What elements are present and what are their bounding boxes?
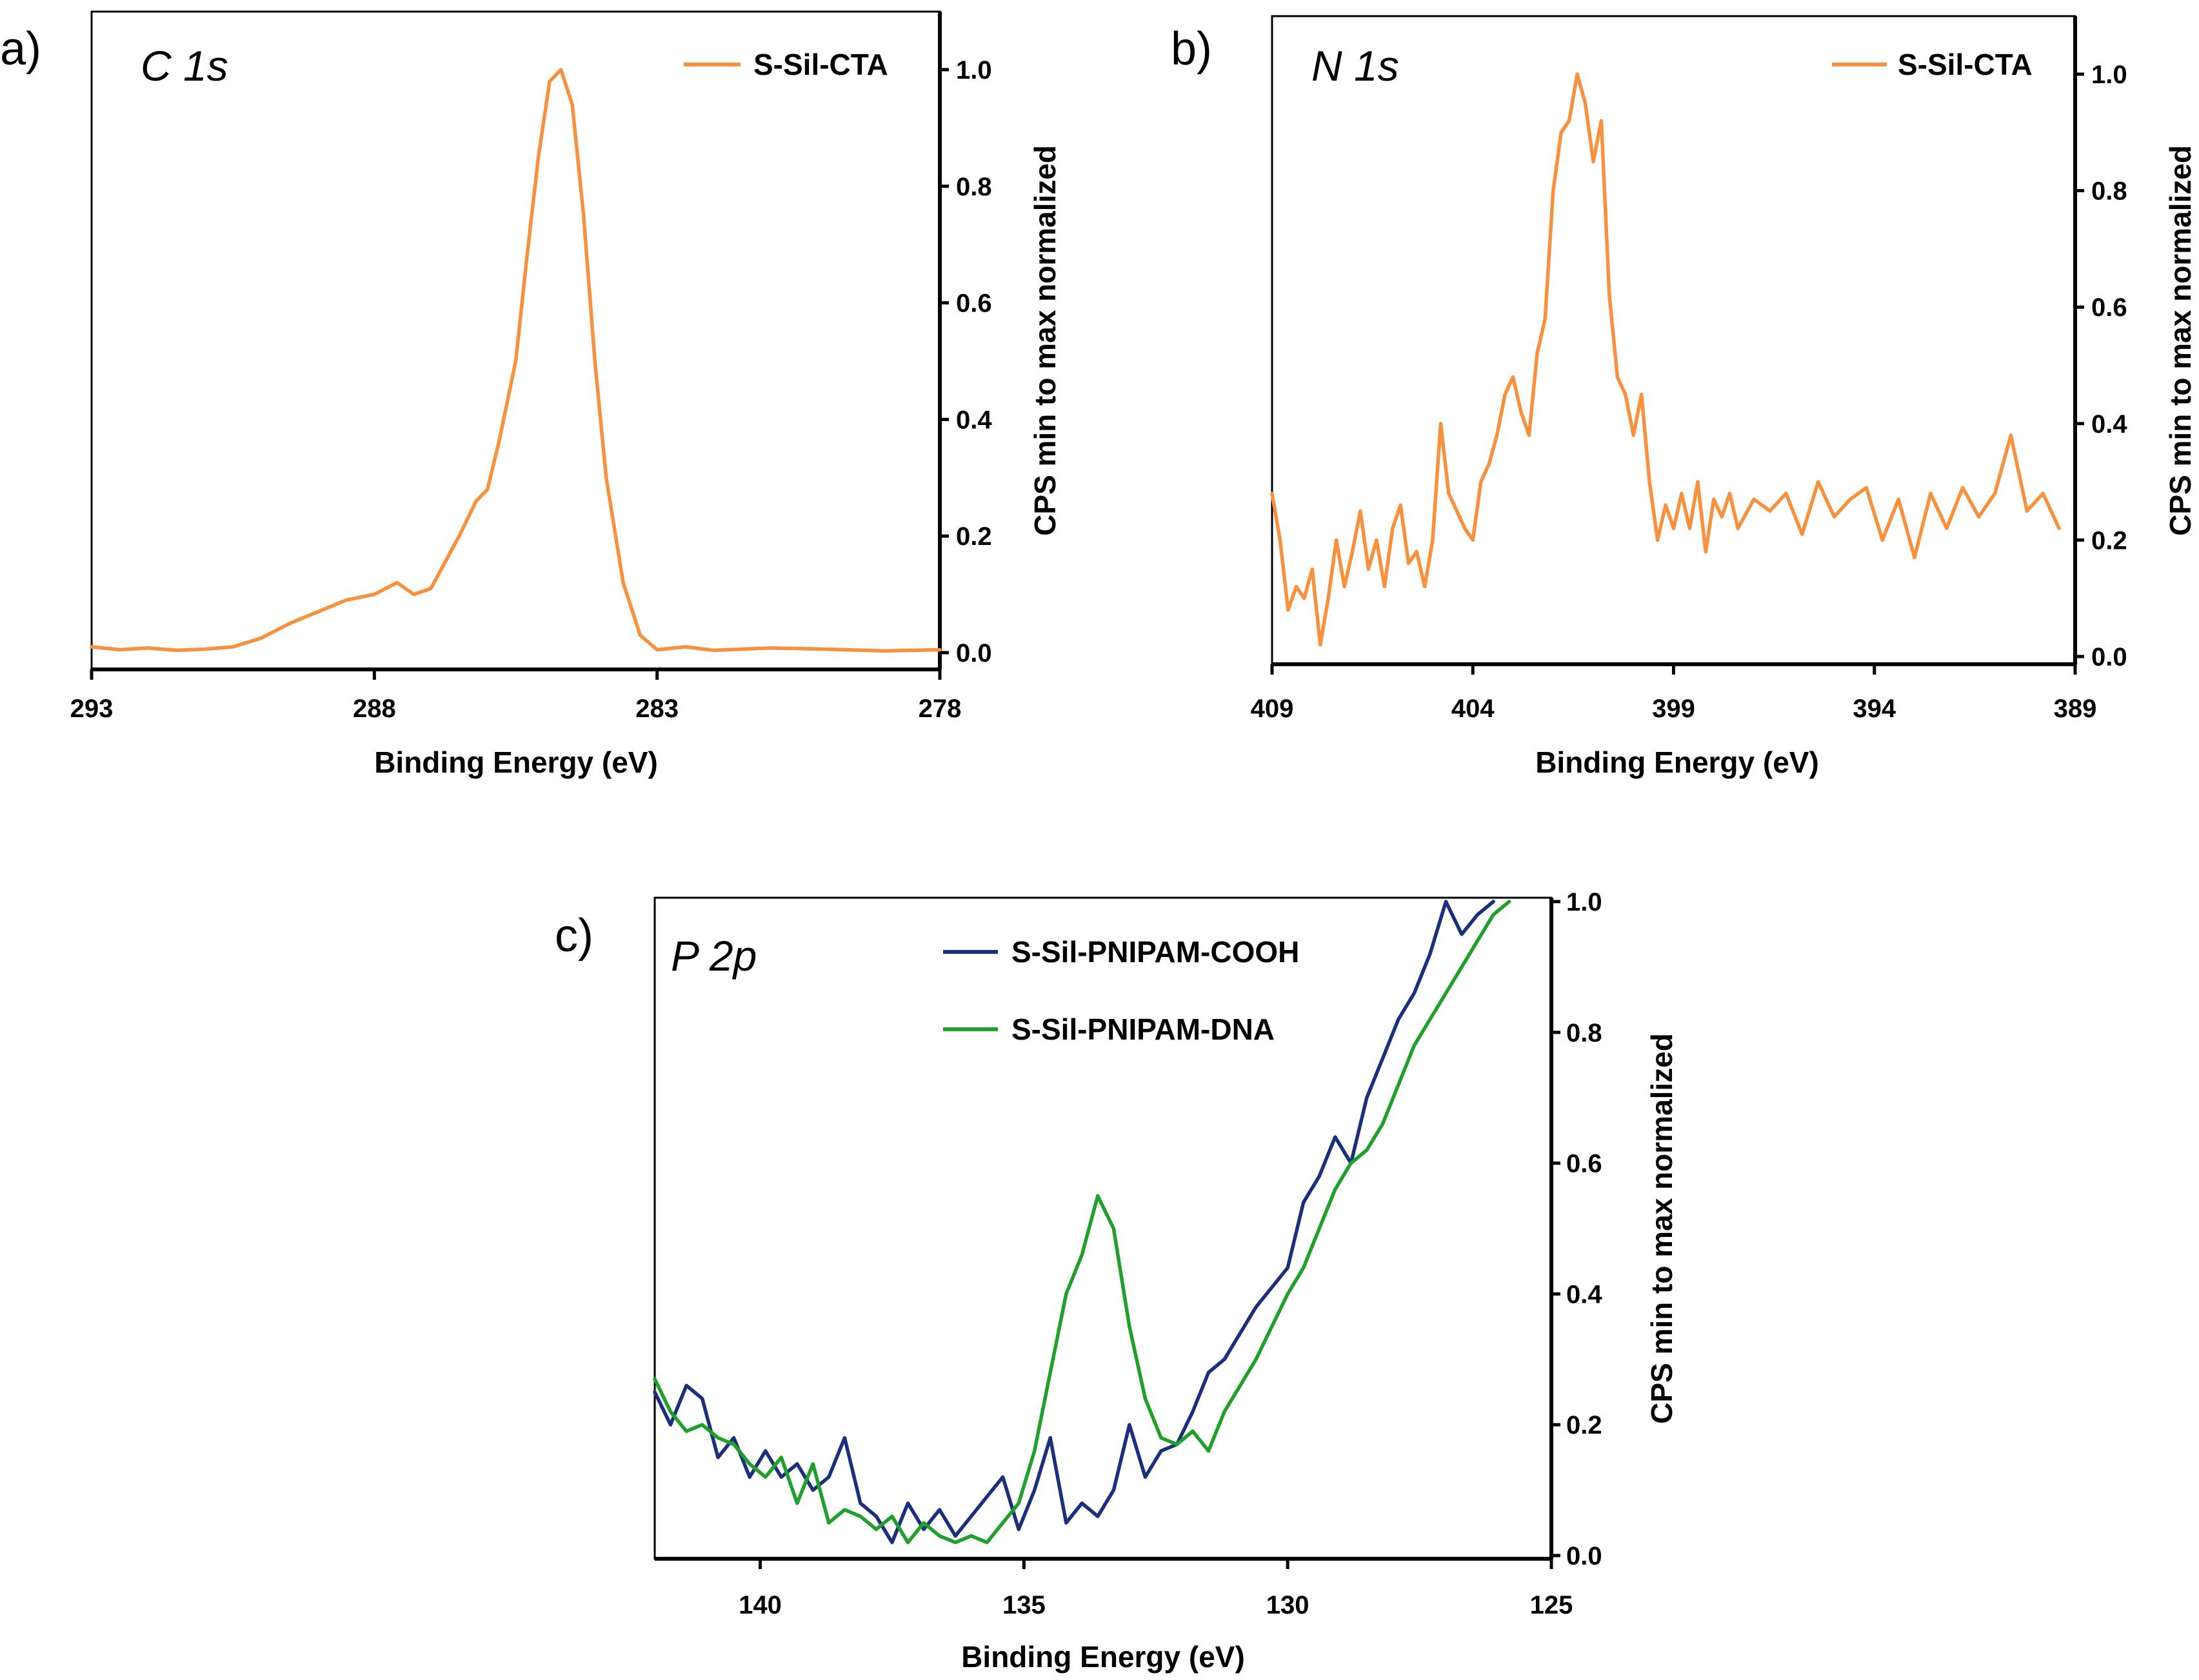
panel-b-x-tick-label: 389 xyxy=(2054,695,2097,723)
panel-a-ylabel: CPS min to max normalized xyxy=(1028,145,1062,536)
panel-a-xlabel: Binding Energy (eV) xyxy=(374,746,658,779)
panel-a-x-tick-label: 288 xyxy=(353,695,396,723)
panel-b-x-tick-label: 399 xyxy=(1652,695,1695,723)
panel-c-legend-label-cooh: S-Sil-PNIPAM-COOH xyxy=(1011,935,1299,969)
panel-a-x-tick-label: 293 xyxy=(70,695,114,723)
panel-a-y-tick-label: 0.8 xyxy=(956,173,992,201)
panel-c-y-tick-label: 0.2 xyxy=(1566,1411,1602,1439)
panel-c-legend-label-dna: S-Sil-PNIPAM-DNA xyxy=(1011,1013,1275,1046)
panel-b-xlabel: Binding Energy (eV) xyxy=(1535,746,1819,779)
panel-c-y-tick-label: 0.8 xyxy=(1566,1019,1602,1047)
panel-a-title: C 1s xyxy=(141,42,228,90)
panel-c-x-tick-label: 135 xyxy=(1002,1591,1046,1619)
panel-b-ylabel: CPS min to max normalized xyxy=(2164,145,2197,536)
panel-a-letter: a) xyxy=(0,23,41,75)
panel-b-ticks: 409 404 399 394 389 0.0 0.2 0.4 0.6 0.8 1.0 xyxy=(1251,16,2127,723)
panel-c-x-tick-label: 125 xyxy=(1530,1591,1573,1619)
panel-b-y-tick-label: 1.0 xyxy=(2091,61,2127,89)
panel-c: c) P 2p 140 135 130 125 0.0 0.2 0.4 0.6 0.8 1.0 S… xyxy=(555,888,1678,1674)
panel-a-y-tick-label: 0.6 xyxy=(956,290,992,318)
panel-a-series-s-sil-cta xyxy=(90,68,942,653)
panel-c-y-tick-label: 0.4 xyxy=(1566,1280,1602,1309)
panel-a-x-tick-label: 283 xyxy=(635,695,679,723)
panel-c-y-tick-label: 1.0 xyxy=(1566,888,1602,916)
panel-b-legend-label: S-Sil-CTA xyxy=(1898,48,2033,81)
panel-a-ticks: 293 288 283 278 0.0 0.2 0.4 0.6 0.8 1.0 xyxy=(70,12,992,723)
panel-c-title: P 2p xyxy=(671,932,757,980)
panel-b-plot-area xyxy=(1271,15,2076,666)
panel-a: a) C 1s 293 288 283 278 0.0 0.2 0.4 0.6 0.8 1.0 S… xyxy=(0,10,1062,779)
panel-c-letter: c) xyxy=(555,910,593,962)
panel-c-x-tick-label: 140 xyxy=(739,1591,782,1619)
panel-a-y-tick-label: 0.0 xyxy=(956,639,992,667)
panel-b-y-tick-label: 0.2 xyxy=(2091,526,2127,555)
panel-c-y-tick-label: 0.6 xyxy=(1566,1150,1602,1178)
panel-b-y-tick-label: 0.4 xyxy=(2091,410,2127,439)
panel-c-ticks: 140 135 130 125 0.0 0.2 0.4 0.6 0.8 1.0 xyxy=(655,888,1602,1619)
panel-b-letter: b) xyxy=(1171,23,1212,75)
panel-c-lines xyxy=(653,900,1511,1545)
panel-b-x-tick-label: 404 xyxy=(1451,695,1495,723)
panel-b-x-tick-label: 409 xyxy=(1251,695,1294,723)
panel-a-y-tick-label: 1.0 xyxy=(956,56,992,84)
panel-a-plot-area xyxy=(90,10,941,671)
panel-b-lines xyxy=(1270,72,2061,647)
panel-b-y-tick-label: 0.0 xyxy=(2091,643,2127,671)
panel-b-y-tick-label: 0.6 xyxy=(2091,293,2127,322)
panel-a-lines xyxy=(90,68,942,653)
panel-c-xlabel: Binding Energy (eV) xyxy=(961,1640,1245,1674)
panel-a-y-tick-label: 0.4 xyxy=(956,406,992,434)
panel-c-series-s-sil-pnipam-cooh xyxy=(653,900,1495,1545)
panel-c-ylabel: CPS min to max normalized xyxy=(1645,1033,1678,1424)
panel-a-y-tick-label: 0.2 xyxy=(956,522,992,551)
panel-c-y-tick-label: 0.0 xyxy=(1566,1542,1602,1570)
panel-a-legend-label: S-Sil-CTA xyxy=(753,48,888,81)
panel-c-plot-area xyxy=(653,896,1553,1560)
panel-a-x-tick-label: 278 xyxy=(919,695,962,723)
panel-b: b) N 1s 409 404 399 394 389 0.0 0.2 0.4 0.6 0.8 1.… xyxy=(1171,15,2197,779)
panel-c-series-s-sil-pnipam-dna xyxy=(653,900,1511,1545)
panel-b-x-tick-label: 394 xyxy=(1853,695,1896,723)
panel-c-x-tick-label: 130 xyxy=(1266,1591,1309,1619)
panel-b-title: N 1s xyxy=(1311,42,1399,90)
panel-b-y-tick-label: 0.8 xyxy=(2091,177,2127,206)
panel-b-series-s-sil-cta xyxy=(1270,72,2061,647)
